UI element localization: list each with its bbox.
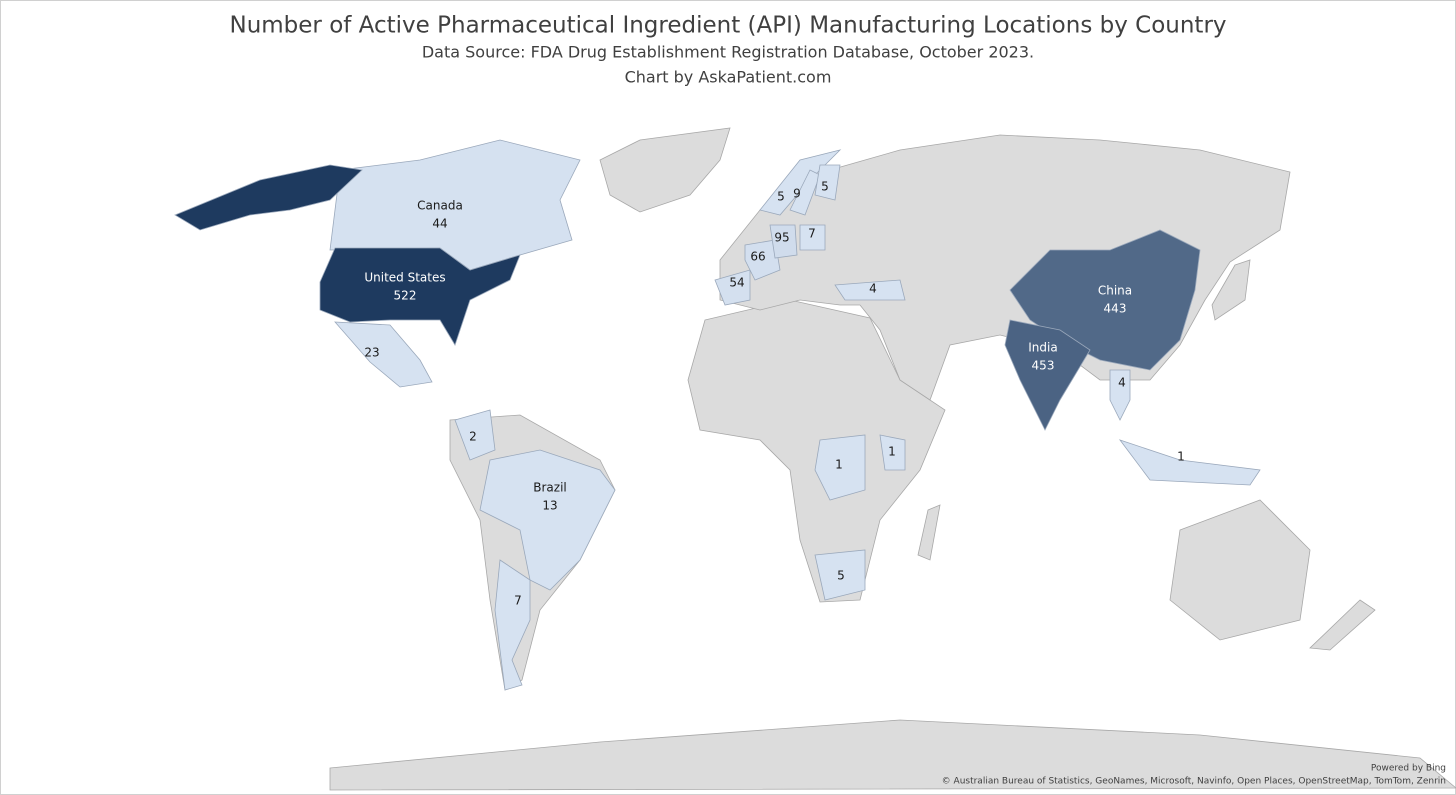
chart-title: Number of Active Pharmaceutical Ingredie… bbox=[229, 13, 1226, 39]
country bbox=[814, 434, 866, 501]
value-label: 13 bbox=[542, 499, 557, 513]
value-label: 4 bbox=[869, 282, 877, 296]
country bbox=[814, 549, 866, 601]
country bbox=[879, 434, 906, 471]
country bbox=[334, 321, 433, 388]
value-label: 443 bbox=[1104, 302, 1127, 316]
madagascar bbox=[917, 504, 941, 561]
value-label: 23 bbox=[364, 346, 379, 360]
country bbox=[769, 224, 798, 259]
credit: Powered by Bing bbox=[1371, 764, 1446, 774]
value-label: 7 bbox=[808, 227, 816, 241]
regions bbox=[174, 139, 1261, 691]
country-name: Brazil bbox=[533, 481, 567, 495]
japan bbox=[1211, 259, 1251, 321]
country bbox=[834, 279, 906, 301]
value-label: 66 bbox=[750, 250, 765, 264]
value-label: 95 bbox=[774, 231, 789, 245]
country bbox=[714, 269, 751, 306]
value-label: 9 bbox=[793, 187, 801, 201]
country-name: Canada bbox=[417, 199, 463, 213]
country-name: China bbox=[1098, 284, 1132, 298]
country bbox=[1109, 369, 1131, 421]
value-label: 5 bbox=[777, 190, 785, 204]
credit: © Australian Bureau of Statistics, GeoNa… bbox=[942, 777, 1446, 787]
chart-subtitle: Data Source: FDA Drug Establishment Regi… bbox=[422, 43, 1034, 62]
antarctica bbox=[329, 719, 1456, 791]
country bbox=[494, 559, 531, 691]
country bbox=[319, 247, 521, 346]
value-label: 5 bbox=[821, 180, 829, 194]
country bbox=[1118, 439, 1261, 486]
value-label: 5 bbox=[837, 569, 845, 583]
country bbox=[174, 164, 363, 231]
country bbox=[479, 449, 616, 591]
value-label: 453 bbox=[1032, 359, 1055, 373]
country bbox=[744, 239, 781, 281]
value-label: 54 bbox=[729, 276, 744, 290]
value-label: 1 bbox=[888, 445, 896, 459]
country bbox=[799, 224, 826, 251]
value-label: 1 bbox=[835, 458, 843, 472]
country-name: United States bbox=[364, 271, 445, 285]
australia bbox=[1169, 499, 1311, 641]
value-label: 4 bbox=[1118, 376, 1126, 390]
country bbox=[814, 164, 841, 201]
value-label: 44 bbox=[432, 217, 447, 231]
country-name: India bbox=[1028, 341, 1057, 355]
value-label: 1 bbox=[1177, 450, 1185, 464]
africa bbox=[687, 299, 946, 603]
value-label: 7 bbox=[514, 594, 522, 608]
value-label: 522 bbox=[394, 289, 417, 303]
greenland bbox=[599, 127, 731, 213]
value-label: 2 bbox=[469, 430, 477, 444]
chart-subtitle: Chart by AskaPatient.com bbox=[625, 68, 832, 87]
country bbox=[1004, 319, 1091, 431]
new-zealand bbox=[1309, 599, 1376, 651]
country bbox=[454, 409, 496, 461]
